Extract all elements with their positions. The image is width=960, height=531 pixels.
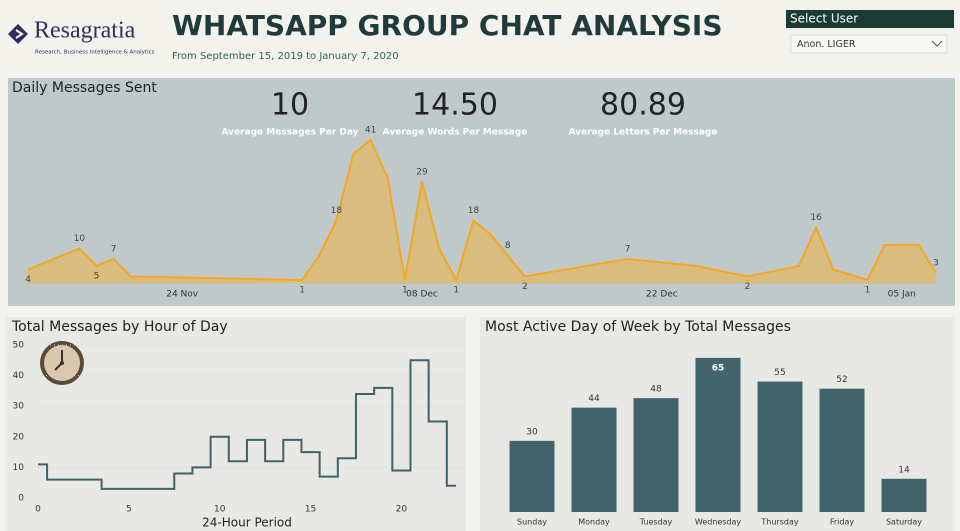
kpi-label: Average Messages Per Day: [221, 128, 358, 138]
x-tick-label: 5: [126, 505, 132, 515]
logo-icon-mark: [15, 29, 24, 39]
data-label: 44: [588, 394, 600, 404]
logo-tagline: Research, Business Intelligence & Analyt…: [35, 50, 155, 56]
data-label: 14: [898, 465, 910, 475]
data-label: 41: [365, 126, 376, 136]
clock-icon: [40, 341, 84, 385]
bar: [571, 407, 617, 512]
x-tick-label: 20: [396, 505, 408, 515]
filter-header: [786, 10, 954, 28]
data-label: 2: [745, 282, 751, 292]
data-label: 1: [865, 286, 871, 296]
data-label: 7: [625, 245, 631, 255]
x-tick-label: 22 Dec: [646, 290, 678, 300]
data-label: 55: [774, 368, 785, 378]
chart-title: Total Messages by Hour of Day: [11, 319, 228, 335]
y-tick-label: 20: [13, 432, 25, 442]
data-label: 48: [650, 385, 662, 395]
data-label: 1: [402, 286, 408, 296]
kpi-value: 10: [271, 88, 309, 123]
x-tick-label: Tuesday: [639, 518, 673, 527]
x-tick-label: 15: [305, 505, 316, 515]
dropdown[interactable]: [790, 34, 948, 54]
area-fill: [28, 140, 936, 284]
data-label: 18: [468, 206, 480, 216]
filter-label: Select User: [790, 12, 858, 26]
data-label: 3: [933, 259, 939, 269]
x-tick-label: 0: [35, 505, 41, 515]
chart-title: Most Active Day of Week by Total Message…: [485, 319, 791, 335]
bar: [881, 478, 927, 512]
chart-title: Daily Messages Sent: [12, 80, 157, 96]
logo-icon: [8, 24, 28, 44]
dashboard-subtitle: From September 15, 2019 to January 7, 20…: [172, 51, 399, 62]
x-tick-label: 24 Nov: [166, 290, 199, 300]
bar: [633, 398, 679, 512]
x-tick-label: 10: [214, 505, 226, 515]
data-label: 4: [25, 275, 31, 285]
dropdown-arrow[interactable]: [931, 40, 943, 47]
step-line: [38, 359, 456, 490]
kpi-value: 80.89: [600, 88, 686, 123]
x-axis-label: 24-Hour Period: [202, 516, 292, 530]
x-tick-label: 08 Dec: [406, 290, 438, 300]
x-tick-label: 05 Jan: [888, 290, 916, 300]
bar: [819, 388, 865, 512]
bar: [757, 381, 803, 512]
data-label: 30: [526, 427, 538, 437]
data-label: 1: [299, 286, 305, 296]
y-tick-label: 40: [13, 371, 25, 381]
bar: [695, 357, 741, 512]
x-tick-label: Thursday: [760, 518, 798, 527]
data-label: 2: [522, 282, 528, 292]
data-label: 18: [331, 206, 343, 216]
x-tick-label: Monday: [578, 518, 610, 527]
dashboard-title: WHATSAPP GROUP CHAT ANALYSIS: [172, 9, 723, 42]
x-tick-label: Wednesday: [695, 518, 742, 527]
kpi-label: Average Letters Per Message: [569, 128, 718, 138]
x-tick-label: Sunday: [517, 518, 547, 527]
data-label: 1: [453, 286, 459, 296]
kpi-label: Average Words Per Message: [383, 128, 528, 138]
dropdown-value[interactable]: Anon. LIGER: [797, 39, 856, 50]
line: [27, 138, 937, 283]
data-label: 10: [74, 234, 86, 244]
data-label: 52: [836, 375, 847, 385]
data-label: 8: [505, 241, 511, 251]
data-label: 65: [712, 363, 725, 373]
y-tick-label: 50: [13, 341, 25, 351]
bar: [509, 440, 555, 512]
y-tick-label: 0: [18, 494, 24, 504]
data-label: 7: [111, 245, 117, 255]
kpi-value: 14.50: [412, 88, 498, 123]
data-label: 16: [810, 213, 822, 223]
data-label: 29: [416, 168, 428, 178]
y-tick-label: 10: [13, 463, 25, 473]
logo: [8, 24, 28, 44]
y-tick-label: 30: [13, 402, 25, 412]
x-tick-label: Friday: [830, 518, 855, 527]
logo-text: Resagratia: [34, 18, 136, 44]
data-label: 5: [94, 272, 100, 282]
hourly-panel: [5, 317, 466, 531]
x-tick-label: Saturday: [886, 518, 922, 527]
